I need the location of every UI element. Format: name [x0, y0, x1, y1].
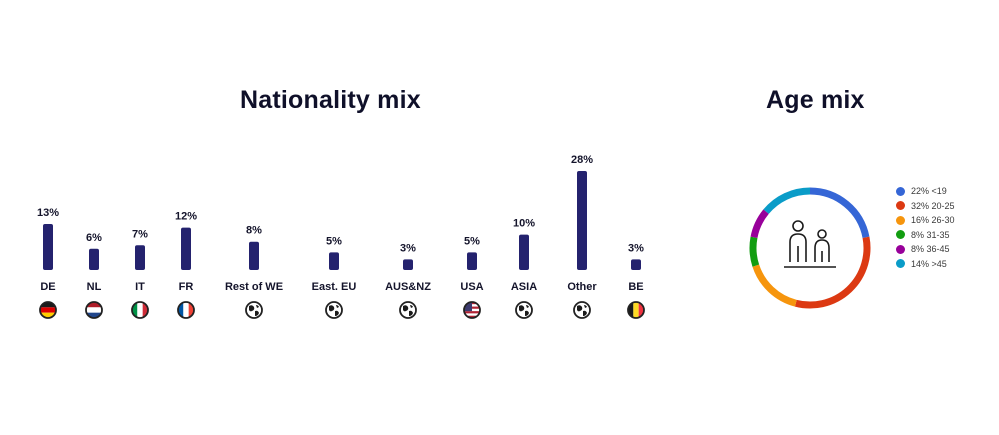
legend-swatch [896, 244, 905, 254]
legend-label: 32% 20-25 [911, 200, 955, 211]
globe-icon [573, 301, 591, 319]
flag-fr-icon [177, 301, 195, 319]
bar [403, 259, 413, 270]
bar-value-label: 6% [86, 232, 102, 244]
legend-label: 16% 26-30 [911, 215, 955, 226]
flag-nl-icon [85, 301, 103, 319]
age-chart-title: Age mix [766, 86, 865, 114]
bar [89, 248, 99, 270]
legend-item: 8% 31-35 [896, 228, 955, 243]
bar-value-label: 5% [464, 235, 480, 247]
bar [631, 259, 641, 270]
category-label: BE [628, 281, 643, 293]
bar-value-label: 3% [400, 242, 416, 254]
flag-be-icon [627, 301, 645, 319]
bar-value-label: 12% [175, 211, 197, 223]
bar [181, 227, 191, 270]
category-label: NL [87, 281, 102, 293]
bar-value-label: 10% [513, 218, 535, 230]
globe-icon [399, 301, 417, 319]
legend-swatch [896, 186, 905, 196]
bar-value-label: 5% [326, 235, 342, 247]
legend-label: 8% 31-35 [911, 229, 950, 240]
globe-icon [245, 301, 263, 319]
category-label: East. EU [312, 281, 357, 293]
legend-item: 14% >45 [896, 257, 955, 272]
donut-segment [794, 236, 871, 309]
legend-swatch [896, 259, 905, 269]
category-label: FR [179, 281, 194, 293]
legend-swatch [896, 215, 905, 225]
category-label: Rest of WE [225, 281, 283, 293]
flag-us-icon [463, 301, 481, 319]
legend-item: 16% 26-30 [896, 213, 955, 228]
category-label: USA [460, 281, 483, 293]
bar-value-label: 7% [132, 228, 148, 240]
legend-swatch [896, 230, 905, 240]
bar-value-label: 8% [246, 225, 262, 237]
bar [43, 224, 53, 270]
globe-icon [515, 301, 533, 319]
bar [519, 234, 529, 270]
legend-label: 8% 36-45 [911, 244, 950, 255]
legend-label: 14% >45 [911, 258, 947, 269]
bar-value-label: 13% [37, 207, 59, 219]
legend-item: 32% 20-25 [896, 199, 955, 214]
category-label: Other [567, 281, 597, 293]
bar-value-label: 28% [571, 154, 593, 166]
bar [249, 241, 259, 270]
category-label: AUS&NZ [385, 281, 431, 293]
nationality-chart-title: Nationality mix [240, 86, 421, 114]
legend-label: 22% <19 [911, 186, 947, 197]
legend-item: 8% 36-45 [896, 242, 955, 257]
people-icon [784, 220, 836, 268]
donut-segment [763, 187, 811, 215]
donut-segment [750, 209, 769, 239]
donut-segment [809, 187, 870, 239]
legend-swatch [896, 201, 905, 211]
category-label: ASIA [511, 281, 537, 293]
bar [577, 171, 587, 270]
bar [329, 252, 339, 270]
flag-it-icon [131, 301, 149, 319]
age-legend: 22% <19 32% 20-25 16% 26-30 8% 31-35 8% 36-4… [896, 184, 955, 271]
bar-value-label: 3% [628, 242, 644, 254]
bar [467, 252, 477, 270]
legend-item: 22% <19 [896, 184, 955, 199]
donut-segment [749, 236, 760, 267]
donut-segment [752, 264, 797, 307]
category-label: DE [40, 281, 55, 293]
bar [135, 245, 145, 270]
flag-de-icon [39, 301, 57, 319]
category-label: IT [135, 281, 145, 293]
globe-icon [325, 301, 343, 319]
